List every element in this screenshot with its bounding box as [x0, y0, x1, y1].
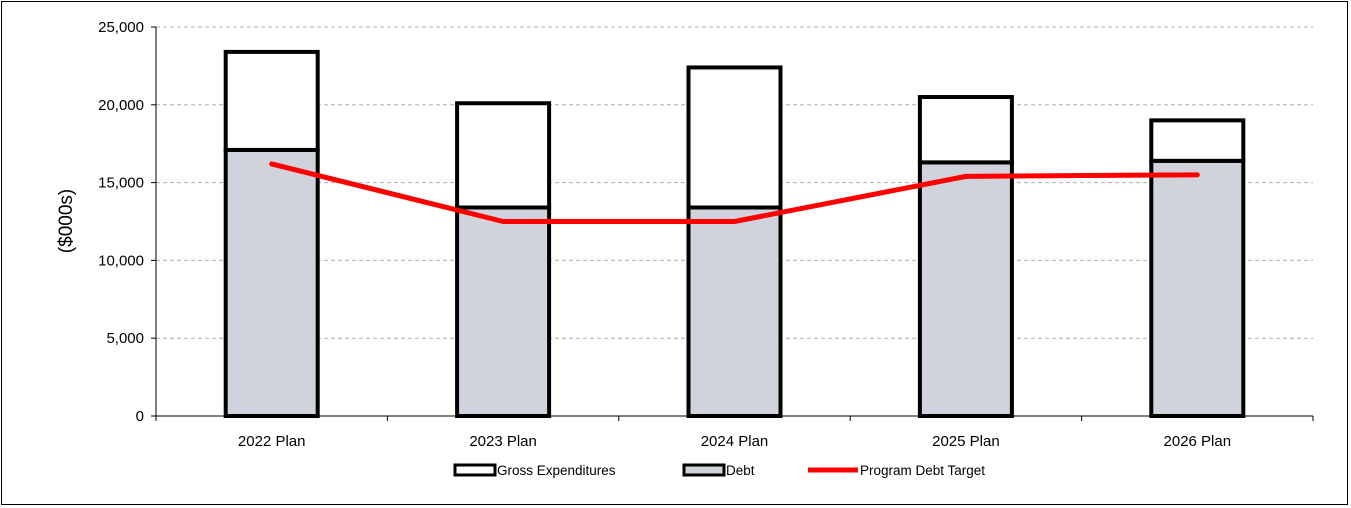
- bar-debt: [455, 205, 552, 418]
- legend: Gross Expenditures Debt Program Debt Targe…: [453, 463, 985, 478]
- legend-label: Debt: [726, 463, 755, 478]
- y-tick-label: 5,000: [106, 330, 144, 347]
- legend-swatch: [682, 463, 726, 477]
- x-tick-label: 2024 Plan: [701, 433, 769, 450]
- bar-debt: [917, 160, 1014, 418]
- line-program-debt-target: [269, 161, 1200, 224]
- bar-gross-expenditures: [686, 65, 783, 210]
- x-tick-labels: 2022 Plan 2023 Plan 2024 Plan 2025 Plan 2026…: [238, 433, 1231, 450]
- y-tick-label: 10,000: [98, 252, 144, 269]
- legend-label: Program Debt Target: [860, 463, 985, 478]
- bar-debt: [686, 205, 783, 418]
- y-tick-label: 0: [136, 408, 144, 425]
- y-tick-label: 15,000: [98, 175, 144, 192]
- axes: [151, 26, 1314, 421]
- y-tick-labels: 0 5,000 10,000 15,000 20,000 25,000: [98, 19, 144, 425]
- y-tick-label: 20,000: [98, 97, 144, 114]
- bar-debt: [1149, 158, 1246, 418]
- y-tick-label: 25,000: [98, 19, 144, 36]
- bar-gross-expenditures: [455, 101, 552, 210]
- x-tick-label: 2023 Plan: [469, 433, 537, 450]
- x-tick-label: 2022 Plan: [238, 433, 306, 450]
- bar-gross-expenditures: [1149, 118, 1246, 163]
- target-line: [269, 161, 1200, 224]
- bar-gross-expenditures: [223, 49, 320, 152]
- legend-label: Gross Expenditures: [497, 463, 616, 478]
- x-tick-label: 2025 Plan: [932, 433, 1000, 450]
- bar-gross-expenditures: [917, 95, 1014, 165]
- bar-debt: [223, 147, 320, 418]
- bars: [223, 49, 1246, 418]
- y-axis-title: ($000s): [56, 189, 77, 253]
- x-tick-label: 2026 Plan: [1164, 433, 1232, 450]
- legend-swatch: [453, 463, 497, 477]
